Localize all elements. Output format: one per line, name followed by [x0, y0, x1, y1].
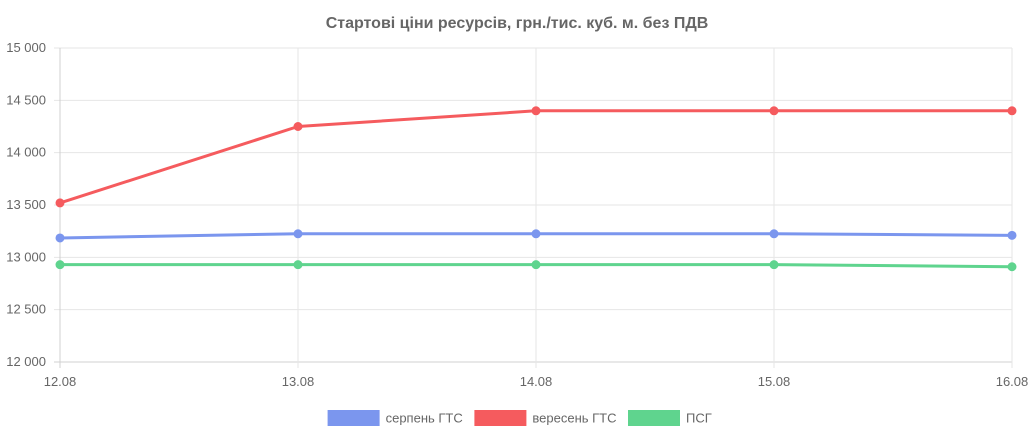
legend-label: ПСГ: [686, 411, 712, 426]
y-tick-label: 14 500: [6, 92, 46, 107]
x-axis: 12.08 13.08 14.08 15.08 16.08: [44, 374, 1029, 389]
x-tick-label: 15.08: [758, 374, 791, 389]
legend-swatch: [327, 410, 380, 426]
y-tick-label: 14 000: [6, 145, 46, 160]
legend-item[interactable]: вересень ГТС: [474, 410, 617, 426]
x-tick-label: 14.08: [520, 374, 553, 389]
y-tick-label: 13 000: [6, 249, 46, 264]
data-point[interactable]: [769, 106, 779, 116]
data-point[interactable]: [1007, 262, 1017, 272]
data-point[interactable]: [1007, 230, 1017, 240]
data-point[interactable]: [1007, 106, 1017, 116]
legend-swatch: [474, 410, 527, 426]
data-point[interactable]: [293, 260, 303, 270]
data-point[interactable]: [531, 229, 541, 239]
series-1: [55, 229, 1017, 243]
legend-item[interactable]: серпень ГТС: [327, 410, 463, 426]
y-tick-label: 12 000: [6, 354, 46, 369]
legend[interactable]: серпень ГТС вересень ГТС ПСГ: [327, 410, 712, 426]
data-point[interactable]: [55, 198, 65, 208]
x-tick-label: 13.08: [282, 374, 315, 389]
y-tick-label: 13 500: [6, 197, 46, 212]
data-point[interactable]: [531, 106, 541, 116]
grid: [54, 47, 1013, 368]
y-tick-label: 15 000: [6, 40, 46, 55]
data-point[interactable]: [769, 260, 779, 270]
data-point[interactable]: [293, 229, 303, 239]
data-point[interactable]: [55, 260, 65, 270]
legend-label: серпень ГТС: [386, 411, 463, 426]
legend-item[interactable]: ПСГ: [628, 410, 712, 426]
legend-label: вересень ГТС: [532, 411, 616, 426]
series-2: [55, 106, 1017, 208]
y-tick-label: 12 500: [6, 302, 46, 317]
data-point[interactable]: [293, 122, 303, 131]
series-group: [55, 106, 1017, 272]
y-axis: 12 000 12 500 13 000 13 500 14 000 14 500 15 0…: [6, 40, 46, 369]
series-3: [55, 260, 1017, 272]
data-point[interactable]: [769, 229, 779, 239]
legend-swatch: [628, 410, 680, 426]
data-point[interactable]: [531, 260, 541, 270]
data-point[interactable]: [55, 233, 65, 243]
chart-title: Стартові ціни ресурсів, грн./тис. куб. м…: [326, 15, 709, 32]
x-tick-label: 16.08: [996, 374, 1029, 389]
x-tick-label: 12.08: [44, 374, 77, 389]
